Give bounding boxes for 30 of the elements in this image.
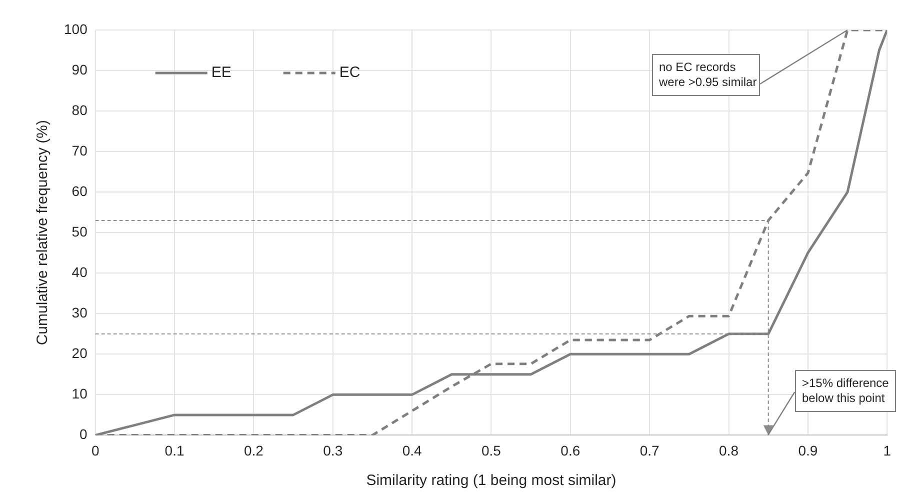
- x-tick-label: 0.9: [798, 442, 818, 458]
- y-tick-label: 10: [72, 386, 88, 402]
- legend-label: EC: [339, 64, 360, 82]
- x-tick-label: 0.5: [482, 442, 502, 458]
- x-tick-label: 0: [91, 442, 100, 458]
- y-tick-label: 0: [80, 426, 88, 442]
- x-tick-label: 0.6: [560, 442, 580, 458]
- x-axis-title: Similarity rating (1 being most similar): [366, 472, 616, 490]
- y-tick-label: 30: [72, 304, 88, 320]
- x-tick-label: 0.4: [402, 442, 422, 458]
- callout-box: no EC records were >0.95 similar: [652, 54, 760, 96]
- y-tick-label: 70: [72, 142, 88, 158]
- y-tick-label: 20: [72, 345, 88, 362]
- y-tick-label: 80: [72, 102, 88, 118]
- x-tick-label: 0.3: [323, 442, 343, 458]
- y-axis-title: Cumulative relative frequency (%): [34, 120, 52, 346]
- x-tick-label: 0.8: [719, 442, 739, 458]
- x-tick-label: 0.7: [640, 442, 660, 458]
- y-tick-label: 100: [64, 20, 88, 37]
- x-tick-label: 1: [883, 442, 892, 458]
- callout-box: >15% difference below this point: [795, 370, 896, 412]
- y-tick-label: 50: [72, 223, 88, 240]
- annotation: no EC records were >0.95 similar: [659, 60, 758, 90]
- y-tick-label: 60: [72, 182, 88, 199]
- x-tick-label: 0.2: [244, 442, 264, 458]
- y-tick-label: 90: [72, 61, 88, 78]
- annotation: >15% difference below this point: [802, 376, 890, 406]
- legend-label: EE: [211, 64, 232, 82]
- y-tick-label: 40: [72, 264, 88, 280]
- x-tick-label: 0.1: [164, 442, 184, 458]
